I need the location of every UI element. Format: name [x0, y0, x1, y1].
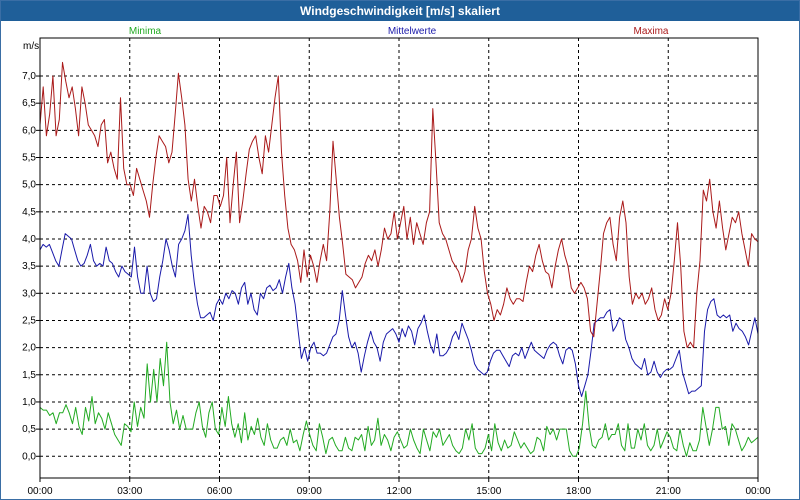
legend-label-minima: Minima — [129, 26, 162, 37]
series-line-minima — [39, 341, 759, 457]
y-tick-label: 3,0 — [22, 288, 36, 299]
x-tick-time-label: 00:00 — [27, 486, 52, 497]
y-tick-label: 7,0 — [22, 71, 36, 82]
y-tick-label: 5,5 — [22, 153, 36, 164]
x-tick-time-label: 18:00 — [566, 486, 591, 497]
x-tick-time-label: 12:00 — [386, 486, 411, 497]
y-tick-label: 4,5 — [22, 207, 36, 218]
legend-label-mittelwerte: Mittelwerte — [388, 26, 437, 37]
y-tick-label: 3,5 — [22, 261, 36, 272]
y-tick-label: 0,0 — [22, 451, 36, 462]
y-tick-label: 0,5 — [22, 424, 36, 435]
y-tick-label: 1,5 — [22, 370, 36, 381]
wind-speed-chart: m/s Minima Mittelwerte Maxima 0,0 0,5 1,0 1… — [22, 26, 771, 497]
window-title: Windgeschwindigkeit [m/s] skaliert — [1, 1, 799, 21]
y-tick-label: 5,0 — [22, 180, 36, 191]
series-line-maxima — [39, 61, 759, 349]
series-line-mittelwerte — [39, 214, 759, 397]
x-tick-time-label: 15:00 — [476, 486, 501, 497]
y-tick-label: 2,5 — [22, 315, 36, 326]
y-tick-label: 1,0 — [22, 397, 36, 408]
y-tick-label: 6,5 — [22, 98, 36, 109]
y-tick-label: 4,0 — [22, 234, 36, 245]
x-tick-time-label: 21:00 — [656, 486, 681, 497]
y-axis-unit-label: m/s — [23, 41, 39, 52]
x-tick-time-label: 09:00 — [297, 486, 322, 497]
y-tick-label: 2,0 — [22, 343, 36, 354]
x-tick-time-label: 03:00 — [117, 486, 142, 497]
y-tick-label: 6,0 — [22, 125, 36, 136]
x-tick-time-label: 06:00 — [207, 486, 232, 497]
x-tick-time-label: 00:00 — [745, 486, 770, 497]
legend-label-maxima: Maxima — [633, 26, 668, 37]
